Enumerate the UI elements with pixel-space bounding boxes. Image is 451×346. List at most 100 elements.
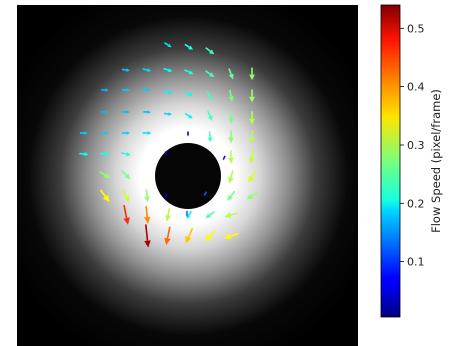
flow-arrow-head (168, 112, 172, 116)
flow-arrow-head (246, 193, 253, 200)
flow-arrow-head (249, 137, 255, 144)
flow-arrow (224, 212, 238, 218)
flow-arrow (228, 111, 234, 124)
flow-arrow-head (228, 96, 234, 102)
flow-arrow (249, 67, 255, 81)
flow-arrow-shaft (251, 192, 258, 197)
flow-arrow (142, 131, 152, 135)
flow-arrow-shaft (208, 131, 211, 138)
flow-arrow-shaft (167, 208, 171, 216)
flow-arrow (144, 224, 151, 248)
flow-arrow-head (222, 157, 225, 161)
flow-arrow-shaft (121, 152, 127, 155)
flow-arrow-head (204, 234, 212, 242)
flow-arrow (164, 193, 168, 199)
flow-arrow (142, 88, 151, 92)
flow-arrow (249, 89, 255, 103)
flow-arrow-head (228, 137, 234, 144)
flow-arrow (123, 204, 130, 225)
flow-arrow (228, 170, 234, 184)
flow-arrow-head (185, 214, 189, 218)
flow-arrow (121, 170, 131, 180)
flow-arrow-head (248, 175, 255, 183)
flow-arrow-head (167, 43, 172, 48)
flow-arrow-head (167, 90, 173, 94)
flow-arrow-head (105, 151, 110, 157)
flow-arrow (184, 112, 193, 119)
flow-arrow-head (124, 173, 131, 180)
flow-arrow (203, 191, 208, 197)
flow-arrow-head (164, 237, 171, 246)
flow-arrow-head (147, 110, 151, 114)
flow-arrow (121, 131, 130, 135)
flow-arrow-head (249, 96, 255, 103)
flow-arrow-head (188, 92, 194, 97)
flow-arrow (165, 208, 171, 222)
flow-arrow-head (224, 212, 232, 218)
flow-arrow-shaft (165, 193, 168, 197)
flow-arrow-shaft (163, 67, 169, 71)
flow-arrow-shaft (163, 90, 169, 93)
flow-arrow-shaft (188, 210, 192, 216)
flow-arrow (184, 90, 194, 97)
flow-arrow-head (105, 110, 109, 114)
flow-arrow (227, 190, 236, 201)
flow-arrow-head (126, 88, 130, 92)
flow-arrow-shaft (145, 189, 148, 197)
flow-arrow (101, 88, 109, 92)
colorbar-gradient (380, 4, 401, 318)
flow-arrow-head (164, 196, 167, 199)
flow-arrow-head (167, 68, 173, 73)
flow-arrow-head (123, 195, 130, 203)
image-panel (17, 5, 358, 346)
flow-arrow (99, 170, 111, 179)
flow-arrow-shaft (251, 150, 255, 158)
flow-arrow-head (84, 131, 88, 135)
flow-arrow-shaft (164, 151, 167, 155)
flow-arrow (122, 189, 130, 203)
flow-arrow (228, 150, 234, 164)
flow-arrow-head (144, 216, 151, 224)
flow-arrow-head (208, 95, 213, 101)
colorbar-ticks: 0.1 0.2 0.3 0.4 0.5 (400, 22, 425, 269)
flow-arrow-shaft (250, 170, 257, 179)
flow-arrow (100, 131, 109, 135)
flow-arrow-shaft (206, 91, 211, 97)
flow-arrow (205, 47, 215, 55)
colorbar-tick-label: 0.5 (407, 22, 425, 35)
flow-arrow-head (249, 74, 255, 81)
flow-arrow-shaft (145, 205, 148, 218)
flow-arrow-shaft (209, 210, 215, 216)
flow-arrow-head (104, 173, 111, 179)
flow-arrow-head (228, 176, 234, 184)
flow-arrow-head (126, 110, 130, 114)
flow-arrow (121, 88, 130, 92)
flow-arrow (144, 189, 150, 203)
flow-arrow-head (102, 194, 110, 203)
flow-arrow-shaft (99, 189, 107, 198)
flow-arrow (121, 152, 131, 157)
flow-arrow-shaft (99, 152, 106, 155)
flow-arrow-shaft (142, 68, 148, 71)
flow-arrow-shaft (204, 191, 208, 195)
flow-arrow-head (147, 131, 152, 135)
flow-arrow-shaft (184, 90, 190, 95)
flow-arrow (144, 205, 151, 224)
flow-arrow-head (185, 235, 192, 244)
flow-arrow (206, 91, 213, 101)
flow-arrow (99, 189, 110, 203)
flow-arrow-head (147, 88, 151, 92)
flow-arrow (207, 131, 213, 143)
flow-arrow-head (105, 88, 109, 92)
flow-arrow (207, 110, 213, 121)
flow-arrow-shaft (223, 155, 226, 159)
flow-arrow-head (126, 68, 130, 72)
flow-arrow-shaft (229, 89, 232, 97)
flow-arrow (228, 68, 234, 80)
flow-arrow-head (188, 45, 194, 50)
colorbar-label: Flow Speed (pixel/frame) (429, 89, 443, 233)
flow-arrow (99, 151, 110, 157)
flow-arrow-shaft (205, 47, 211, 52)
flow-arrow (185, 228, 194, 244)
colorbar-tick-label: 0.4 (407, 81, 425, 94)
